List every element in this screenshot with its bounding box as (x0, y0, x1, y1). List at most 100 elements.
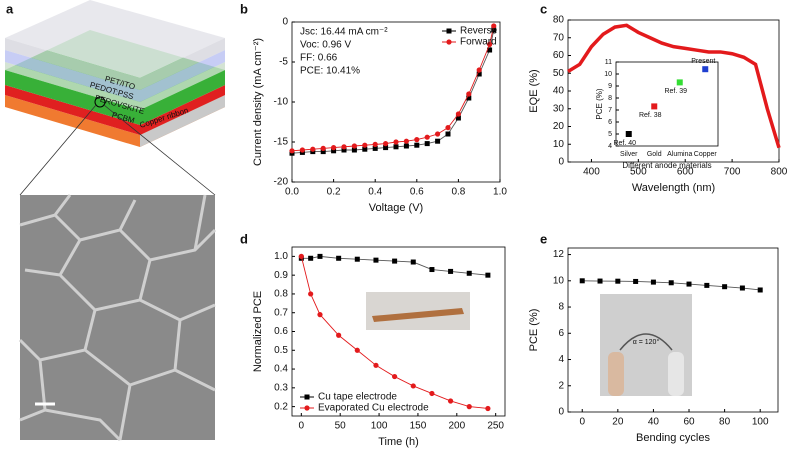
y-tick-label: 4 (558, 354, 564, 365)
zoom-line (19, 104, 97, 196)
marker (341, 144, 347, 150)
series-line (300, 256, 488, 409)
x-tick-label: 250 (487, 421, 504, 432)
zoom-circle (94, 96, 106, 108)
marker (383, 145, 389, 151)
y-tick-label: -20 (274, 177, 289, 188)
marker (476, 71, 482, 77)
point (702, 66, 709, 73)
grain-boundaries (18, 194, 217, 442)
legend-label: Reverse (460, 26, 498, 37)
x-tick-label: 0.8 (451, 187, 465, 198)
y-tick-label: 80 (553, 15, 565, 26)
marker (383, 141, 389, 147)
y-tick-label: 50 (553, 68, 565, 79)
x-axis-label: Time (h) (378, 436, 419, 448)
point-label: Ref. 39 (664, 88, 687, 95)
marker (455, 111, 461, 117)
annotation: Voc: 0.96 V (300, 40, 351, 51)
marker (757, 287, 763, 293)
x-tick-label: 100 (371, 421, 388, 432)
x-axis-label: Wavelength (nm) (632, 182, 715, 194)
legend-label: Cu tape electrode (318, 392, 397, 403)
photo-e (600, 294, 692, 396)
marker (308, 255, 314, 261)
legend-marker (446, 28, 452, 34)
y-axis-label: PCE (%) (528, 309, 540, 352)
y-tick-label: -10 (274, 97, 289, 108)
marker (466, 270, 472, 276)
marker (722, 284, 728, 290)
plot-frame (615, 61, 719, 147)
plot-frame (567, 247, 779, 413)
point-label: Present (691, 58, 715, 65)
annotation: FF: 0.66 (300, 53, 338, 64)
y-tick-label: 10 (553, 275, 565, 286)
y-axis-label: EQE (%) (528, 69, 540, 112)
marker (393, 144, 399, 150)
y-axis-label: Normalized PCE (252, 291, 264, 372)
point (651, 103, 658, 110)
x-tick-label: 400 (583, 167, 600, 178)
y-tick-label: 8 (608, 95, 612, 102)
x-tick-label: 20 (612, 417, 624, 428)
marker (466, 404, 472, 410)
marker (373, 362, 379, 368)
y-tick-label: 0.3 (274, 382, 288, 393)
inset-background (616, 62, 718, 146)
marker (403, 143, 409, 149)
y-tick-label: 0 (282, 17, 288, 28)
marker (447, 398, 454, 404)
annotation: α = 120° (633, 338, 660, 346)
schematic: a PET/ITO PEDOT:PSS PEROVSKITE PCBM Copp… (5, 0, 225, 196)
annotation: PCE: 10.41% (300, 66, 360, 77)
x-tick-label: 100 (752, 417, 769, 428)
marker (448, 268, 454, 274)
panel-label: d (240, 231, 248, 246)
y-tick-label: 40 (553, 86, 565, 97)
marker (331, 148, 337, 154)
marker (429, 390, 435, 397)
x-tick-label: 60 (683, 417, 695, 428)
marker (393, 139, 399, 145)
y-tick-label: 4 (608, 143, 612, 150)
marker (317, 312, 323, 318)
marker (354, 256, 360, 262)
x-tick-label: 0.2 (327, 187, 341, 198)
x-tick-label: Gold (647, 151, 662, 158)
marker (579, 278, 585, 284)
pedot-layer (5, 62, 225, 110)
y-tick-label: 30 (553, 103, 565, 114)
marker (414, 137, 420, 143)
y-tick-label: 0.2 (274, 401, 288, 412)
y-tick-label: 1.0 (274, 251, 288, 262)
marker (466, 91, 472, 97)
legend-label: Evaporated Cu electrode (318, 403, 429, 414)
copper-strip (372, 308, 464, 322)
marker (331, 145, 337, 151)
marker (299, 147, 305, 153)
y-tick-label: 20 (553, 121, 565, 132)
marker (466, 95, 472, 101)
marker (435, 131, 441, 137)
marker (392, 258, 398, 264)
y-tick-label: 0.5 (274, 345, 288, 356)
marker (487, 47, 493, 53)
x-tick-label: 0 (579, 417, 585, 428)
marker (298, 253, 304, 259)
marker (429, 267, 435, 273)
x-tick-label: 1.0 (493, 187, 507, 198)
x-tick-label: 600 (677, 167, 694, 178)
marker (487, 41, 493, 48)
x-tick-label: Silver (620, 151, 638, 158)
plot-frame (291, 246, 506, 417)
marker (633, 278, 639, 284)
marker (362, 146, 368, 152)
marker (485, 405, 491, 412)
marker (392, 373, 398, 380)
point-label: Ref. 40 (613, 140, 636, 147)
y-tick-label: 0.6 (274, 326, 288, 337)
sem-image (18, 194, 217, 442)
x-tick-label: Alumina (667, 151, 692, 158)
